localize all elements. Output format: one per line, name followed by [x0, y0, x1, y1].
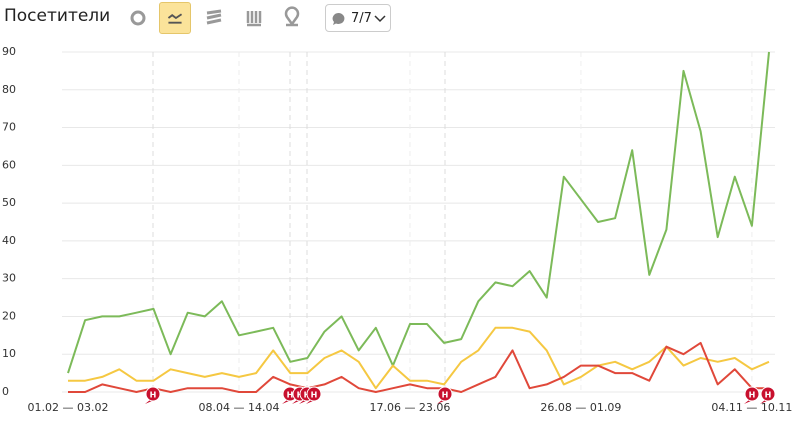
- marker-circle: [145, 386, 161, 402]
- bar-icon[interactable]: [238, 2, 270, 34]
- marker-label: Н: [749, 391, 756, 400]
- x-tick-label: 26.08 — 01.09: [540, 401, 621, 414]
- y-tick-label: 10: [2, 347, 16, 360]
- marker-shape: [437, 400, 444, 404]
- line-icon[interactable]: [159, 2, 191, 34]
- event-marker[interactable]: Н: [760, 386, 776, 404]
- y-tick-label: 60: [2, 158, 16, 171]
- marker-circle: [744, 386, 760, 402]
- marker-circle: [306, 386, 322, 402]
- marker-label: Н: [442, 391, 449, 400]
- x-tick-label: 04.11 — 10.11: [711, 401, 792, 414]
- map-icon[interactable]: [276, 2, 308, 34]
- y-tick-label: 80: [2, 83, 16, 96]
- filter-label: 7/7: [351, 11, 372, 26]
- chevron: [374, 15, 386, 23]
- marker-shape: [299, 400, 306, 404]
- marker-shape: [145, 400, 152, 404]
- y-tick-label: 70: [2, 121, 16, 134]
- y-tick-label: 20: [2, 309, 16, 322]
- x-tick-label: 17.06 — 23.06: [369, 401, 450, 414]
- y-tick-label: 50: [2, 196, 16, 209]
- marker-shape: [292, 400, 299, 404]
- x-tick-label: 08.04 — 14.04: [198, 401, 279, 414]
- event-marker[interactable]: Н: [306, 386, 322, 404]
- marker-shape: [744, 400, 751, 404]
- marker-shape: [282, 400, 289, 404]
- y-tick-label: 40: [2, 234, 16, 247]
- y-tick-label: 90: [2, 45, 16, 58]
- marker-circle: [437, 386, 453, 402]
- area-icon[interactable]: [198, 2, 230, 34]
- series-line: [68, 326, 770, 390]
- marker-shape: [760, 400, 767, 404]
- marker-label: Н: [287, 391, 294, 400]
- filter-button[interactable]: 7/7: [325, 4, 391, 32]
- title: Посетители: [4, 6, 111, 26]
- series-line: [67, 51, 770, 374]
- event-marker[interactable]: Н: [145, 386, 161, 404]
- marker-circle: [760, 386, 776, 402]
- toolbar: Посетители 7/7: [0, 0, 799, 36]
- pie-icon[interactable]: [122, 2, 154, 34]
- y-tick-label: 30: [2, 272, 16, 285]
- comment-icon: [332, 12, 345, 25]
- x-tick-label: 01.02 — 03.02: [28, 401, 109, 414]
- marker-label: Н: [311, 391, 318, 400]
- marker-label: Н: [150, 391, 157, 400]
- event-marker[interactable]: Н: [437, 386, 453, 404]
- y-tick-label: 0: [2, 385, 9, 398]
- marker-label: Н: [765, 391, 772, 400]
- series-line: [68, 341, 769, 393]
- event-marker[interactable]: Н: [744, 386, 760, 404]
- marker-shape: [306, 400, 313, 404]
